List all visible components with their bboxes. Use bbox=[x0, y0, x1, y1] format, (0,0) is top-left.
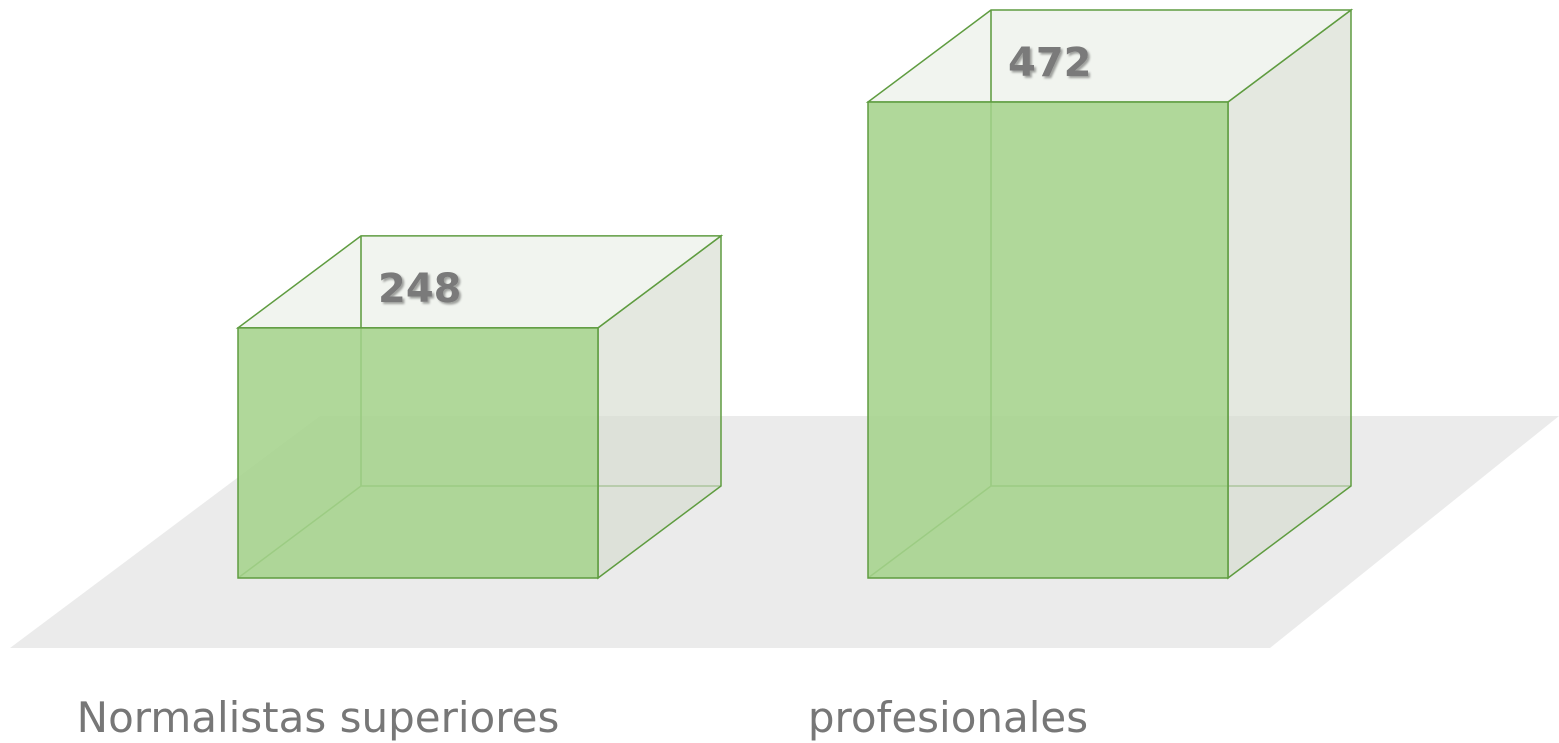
bar bbox=[867, 101, 1229, 579]
x-tick-label: profesionales bbox=[808, 693, 1088, 742]
bar-side bbox=[1227, 8, 1352, 580]
bar bbox=[237, 327, 599, 579]
x-tick-label: Normalistas superiores bbox=[77, 693, 560, 742]
data-label: 248 bbox=[378, 266, 462, 312]
data-label: 472 bbox=[1008, 40, 1092, 86]
